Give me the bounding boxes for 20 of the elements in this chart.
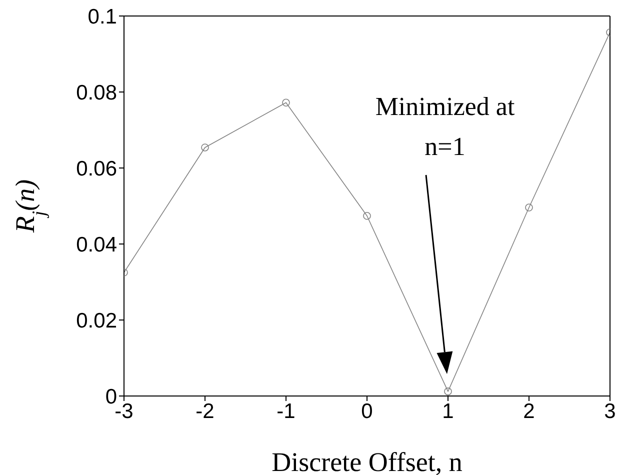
annotation: Minimized at n=1: [375, 92, 516, 161]
point: [363, 212, 371, 220]
y-tick-label: 0.06: [76, 157, 117, 180]
x-tick-label: -1: [276, 400, 296, 423]
x-tick-label: -2: [196, 400, 214, 423]
x-axis-title: Discrete Offset, n: [272, 447, 463, 475]
point: [282, 98, 290, 107]
x-tick-label: -3: [114, 400, 134, 423]
y-tick-label: 0: [105, 385, 117, 408]
y-tick-label: 0.08: [76, 81, 117, 104]
x-tick-label: 2: [523, 400, 535, 423]
y-tick-label: 0.04: [76, 233, 118, 256]
point: [201, 144, 209, 152]
x-tick-label: 3: [604, 400, 616, 423]
x-tick-label: 0: [361, 400, 373, 423]
y-tick-label: 0.02: [76, 309, 117, 332]
point: [444, 388, 452, 396]
point: [525, 204, 533, 212]
y-tick-label: 0.1: [88, 5, 117, 28]
x-tick-label: 1: [442, 400, 454, 423]
